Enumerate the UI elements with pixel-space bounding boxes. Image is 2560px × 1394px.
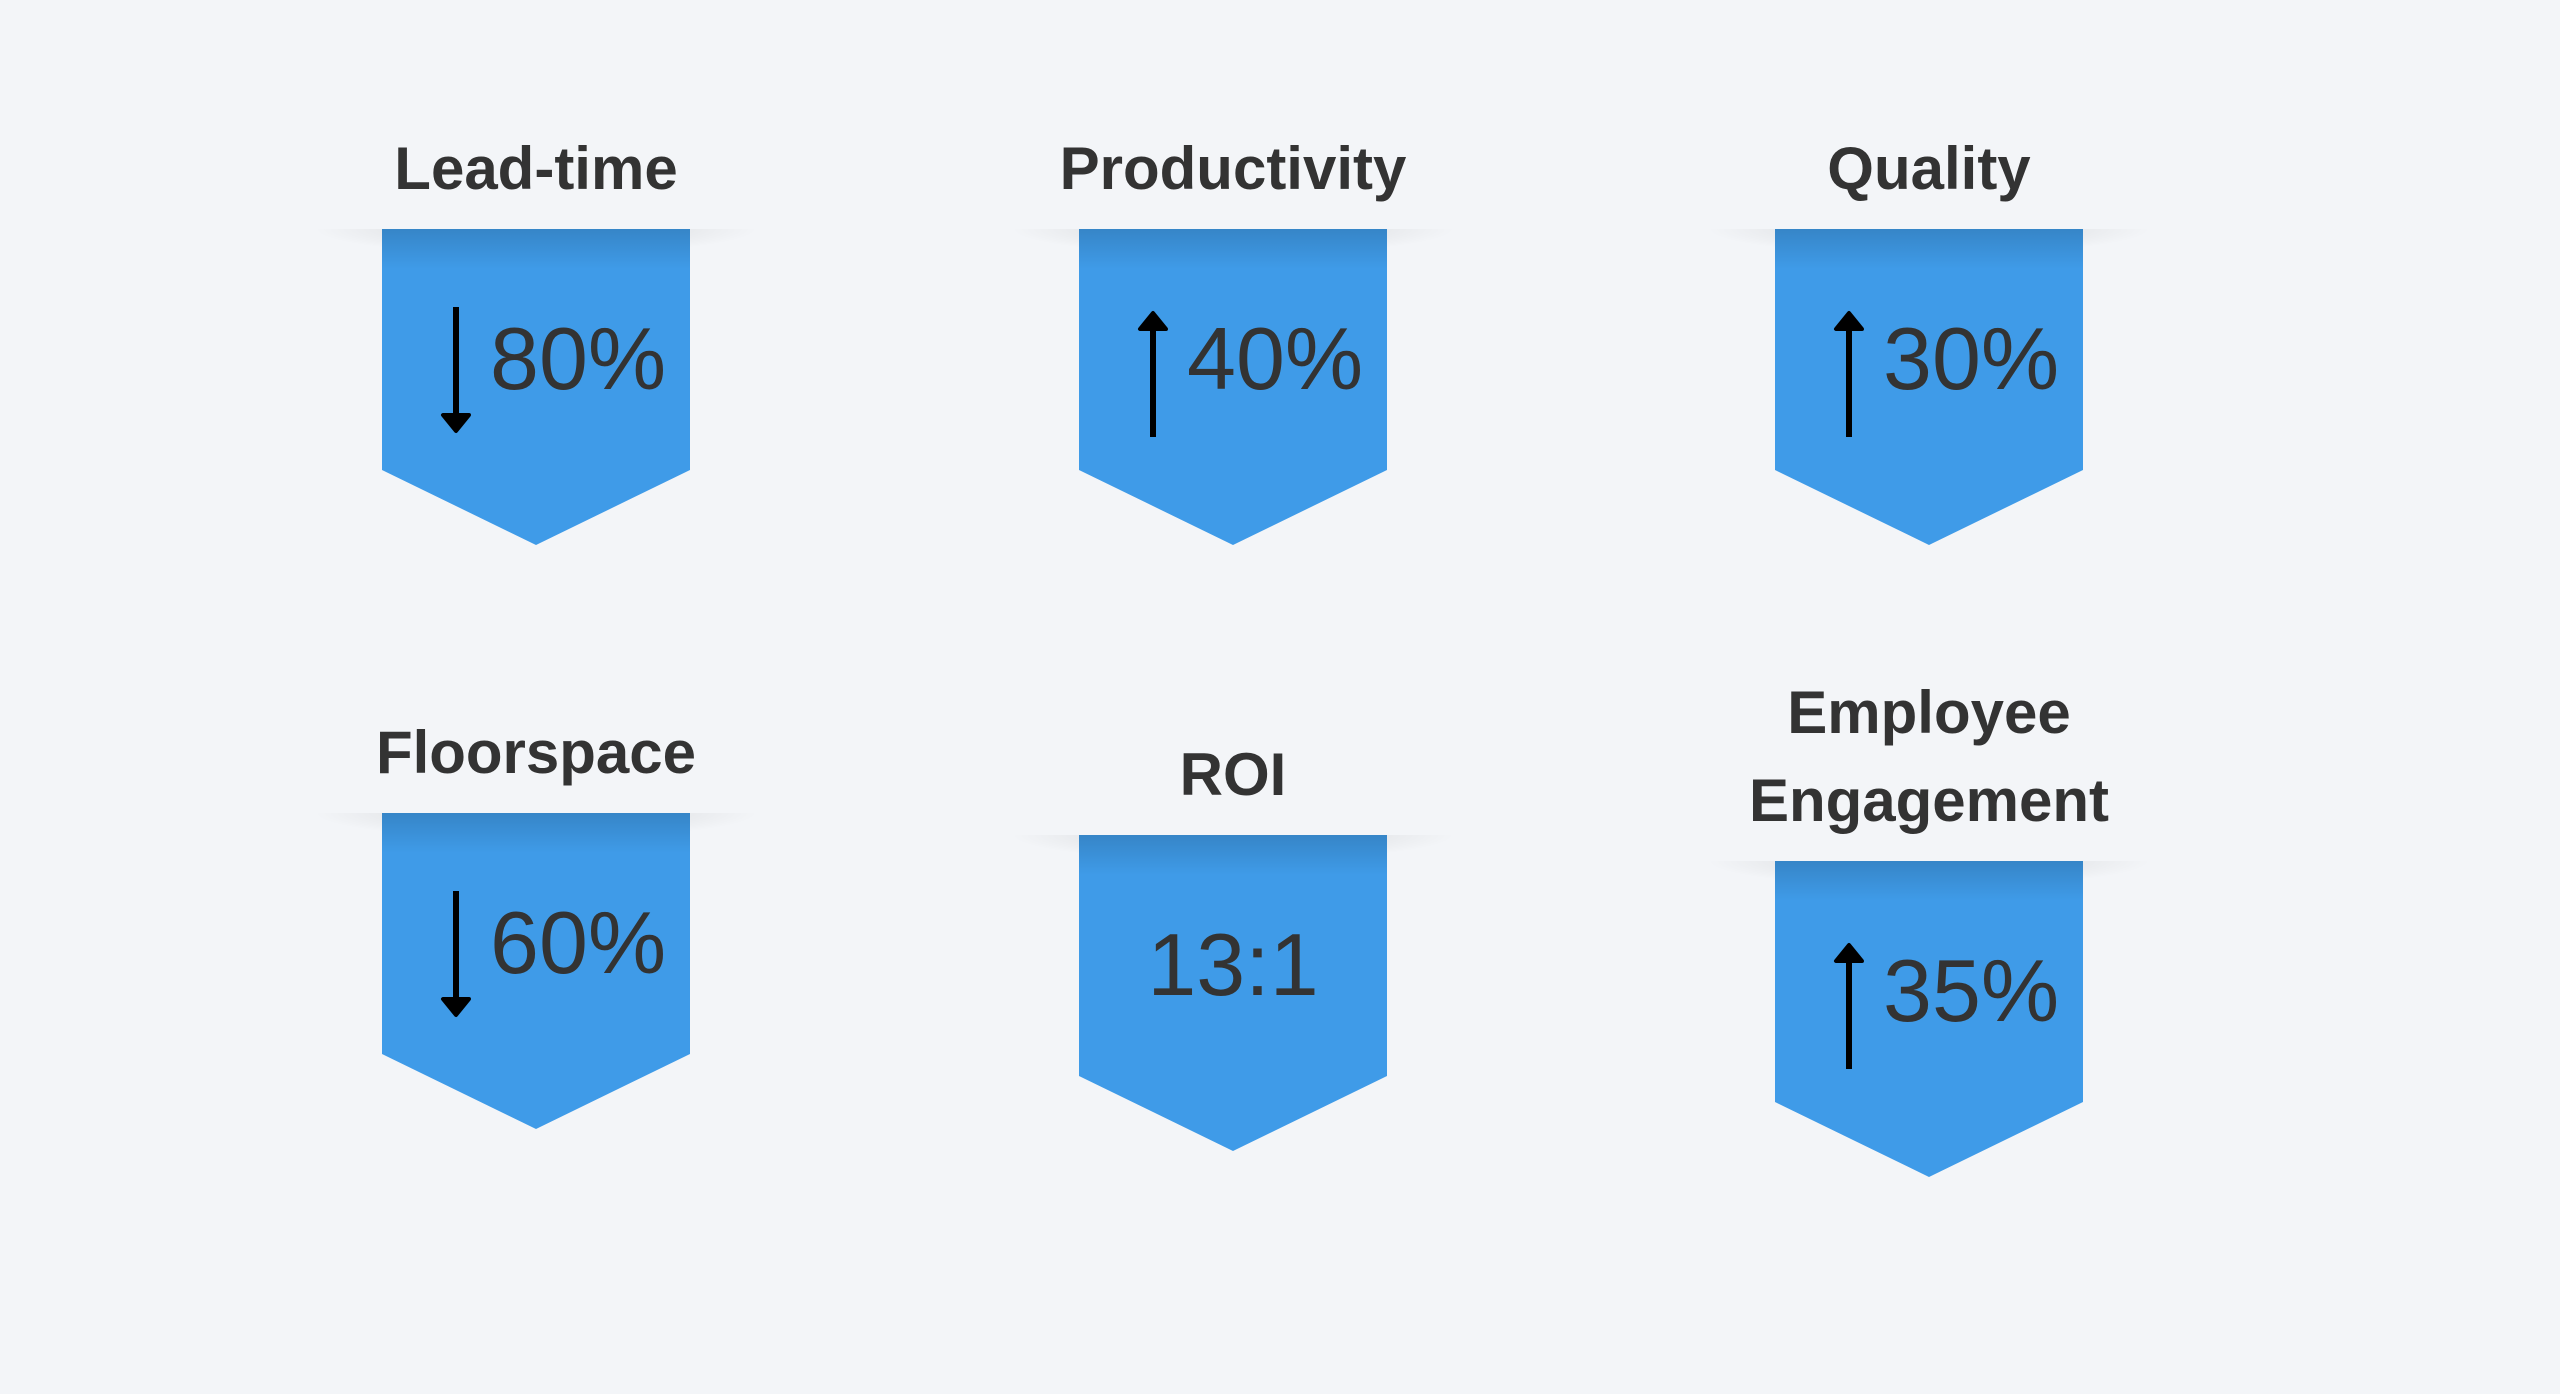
metric-banner: 40% (1079, 229, 1387, 545)
arrow-up-icon (1137, 307, 1169, 437)
metric-banner: 60% (382, 813, 690, 1129)
metric-title-line: Employee (1787, 679, 2071, 746)
metric-title: Employee Engagement (1695, 669, 2163, 861)
metric-banner: 80% (382, 229, 690, 545)
metric-card-floorspace: Floorspace 60% (312, 719, 760, 1129)
metric-card-quality: Quality 30% (1705, 135, 2153, 545)
metric-value: 30% (1883, 309, 2060, 408)
arrow-up-icon (1833, 307, 1865, 437)
metric-title: Quality (1827, 135, 2031, 202)
metric-banner: 13:1 (1079, 835, 1387, 1151)
metric-value: 40% (1187, 309, 1364, 408)
arrow-down-icon (440, 891, 472, 1021)
metric-value: 60% (490, 893, 667, 992)
metric-card-employee-engagement: Employee Engagement 35% (1705, 679, 2153, 1177)
metric-card-lead-time: Lead-time 80% (312, 135, 760, 545)
metric-banner: 30% (1775, 229, 2083, 545)
metric-card-roi: ROI 13:1 (1009, 741, 1457, 1151)
arrow-up-icon (1833, 939, 1865, 1069)
metric-title: Lead-time (394, 135, 678, 202)
metric-value: 80% (490, 309, 667, 408)
metric-card-productivity: Productivity 40% (1009, 135, 1457, 545)
metric-title-line: Engagement (1748, 767, 2110, 834)
metric-title: Floorspace (375, 719, 697, 786)
metric-value: 13:1 (1147, 915, 1319, 1014)
metric-title: Productivity (1059, 135, 1407, 202)
arrow-down-icon (440, 307, 472, 437)
metric-banner: 35% (1775, 861, 2083, 1177)
metric-title: ROI (1179, 741, 1287, 808)
metric-value: 35% (1883, 941, 2060, 1040)
